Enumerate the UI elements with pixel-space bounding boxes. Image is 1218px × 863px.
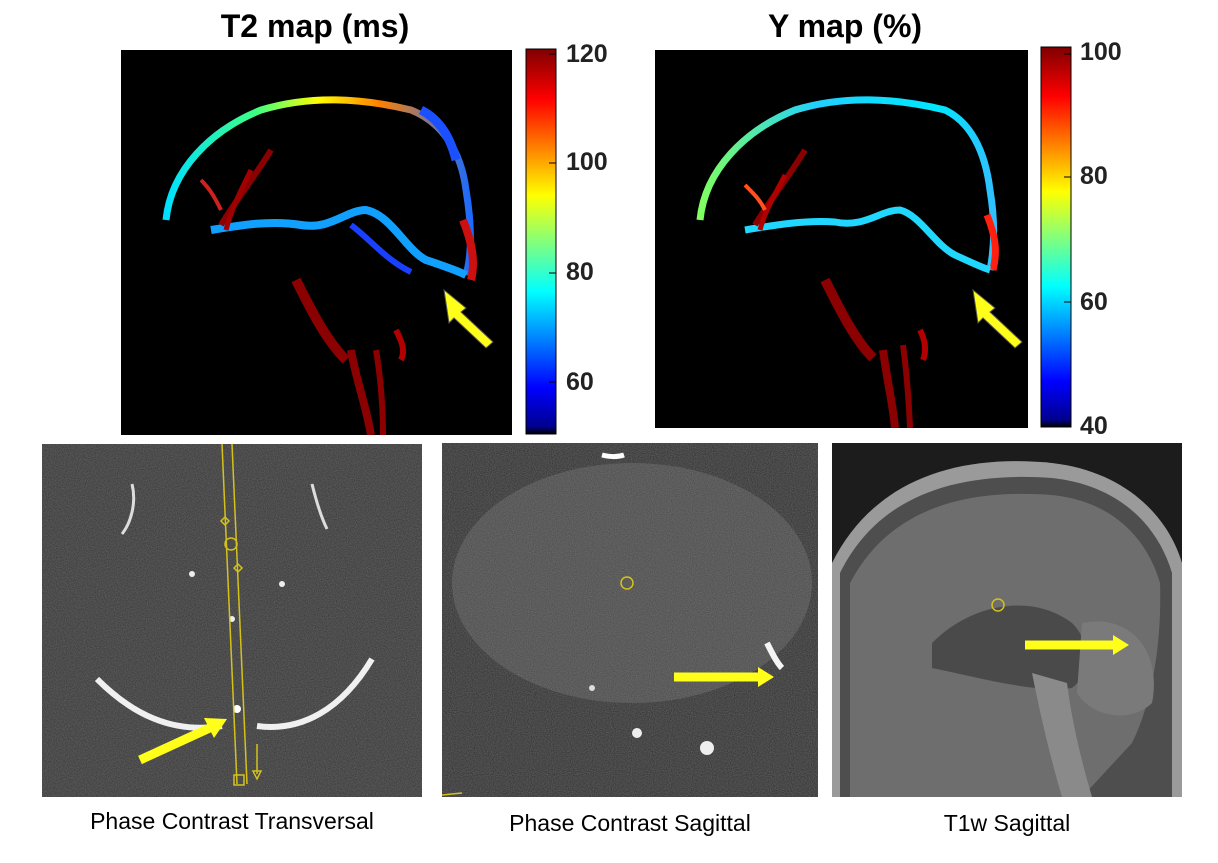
y-colorbar	[1040, 46, 1072, 428]
t1w-sagittal-image	[832, 443, 1182, 797]
y-map-title: Y map (%)	[767, 8, 923, 44]
t2-colorbar-tick-80: 80	[566, 258, 594, 286]
phase-contrast-transversal-image	[42, 444, 422, 797]
y-colorbar-tick-40: 40	[1080, 412, 1108, 440]
y-colorbar-tick-80: 80	[1080, 162, 1108, 190]
t2-map-image	[121, 50, 512, 435]
phase-contrast-sagittal-image	[442, 443, 818, 797]
t2-colorbar-tick-60: 60	[566, 368, 594, 396]
y-colorbar-tick-60: 60	[1080, 288, 1108, 316]
t2-map-title: T2 map (ms)	[220, 8, 410, 44]
t2-colorbar-tick-100: 100	[566, 148, 608, 176]
y-map-image	[655, 50, 1028, 428]
caption-t1w-sagittal: T1w Sagittal	[943, 810, 1071, 836]
caption-phase-contrast-transversal: Phase Contrast Transversal	[90, 808, 374, 834]
t2-colorbar	[525, 48, 557, 435]
y-colorbar-tick-100: 100	[1080, 38, 1122, 66]
t2-colorbar-tick-120: 120	[566, 40, 608, 68]
caption-phase-contrast-sagittal: Phase Contrast Sagittal	[509, 810, 751, 836]
